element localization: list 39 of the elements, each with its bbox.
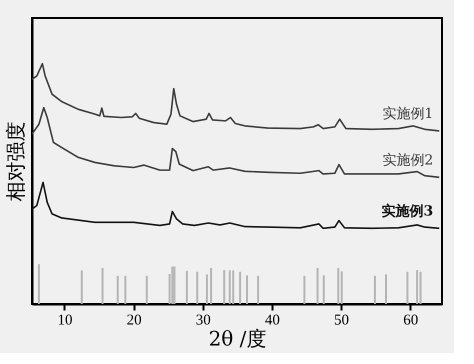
- bar: [196, 272, 198, 304]
- bar: [420, 272, 422, 304]
- bar: [340, 271, 343, 304]
- bar: [102, 268, 104, 304]
- bar: [239, 272, 242, 304]
- bar: [303, 276, 306, 304]
- bar: [384, 274, 387, 304]
- bar: [374, 276, 376, 304]
- bar: [232, 270, 234, 304]
- bar: [228, 270, 231, 304]
- bar: [173, 266, 176, 304]
- bar: [124, 276, 126, 304]
- x-tick-label: 50: [334, 312, 350, 328]
- bar: [257, 276, 260, 304]
- series-label: 实施例1: [382, 106, 434, 122]
- bar: [316, 268, 319, 304]
- bar: [116, 276, 119, 304]
- bar: [146, 276, 148, 304]
- x-tick-label: 10: [57, 312, 72, 328]
- bar: [246, 275, 248, 304]
- bar: [337, 268, 340, 304]
- bar: [206, 274, 208, 304]
- bar: [80, 270, 83, 304]
- bar: [223, 270, 226, 304]
- bar: [171, 266, 174, 304]
- bar: [38, 264, 40, 304]
- series-label: 实施例2: [382, 152, 434, 168]
- bar: [186, 270, 188, 304]
- x-tick-label: 60: [403, 312, 418, 328]
- series-label: 实施例3: [381, 202, 434, 220]
- y-axis-title: 相对强度: [4, 122, 28, 202]
- bar: [406, 272, 408, 304]
- bar: [322, 275, 325, 304]
- x-axis-title: 2θ /度: [208, 326, 266, 350]
- bar: [210, 268, 212, 304]
- bar: [416, 270, 418, 304]
- x-tick-label: 20: [126, 312, 142, 328]
- x-tick-label: 30: [196, 312, 211, 328]
- x-tick-label: 40: [264, 312, 280, 328]
